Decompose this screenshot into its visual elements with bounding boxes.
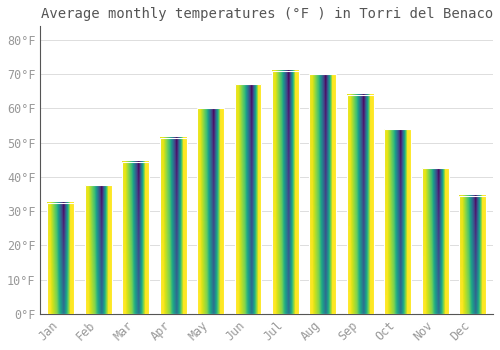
Bar — [422, 168, 448, 314]
Bar — [310, 74, 336, 314]
Bar — [122, 161, 149, 314]
Bar — [347, 95, 374, 314]
Bar — [459, 196, 486, 314]
Bar — [234, 84, 262, 314]
Bar — [384, 129, 411, 314]
Bar — [197, 108, 224, 314]
Bar — [85, 186, 112, 314]
Title: Average monthly temperatures (°F ) in Torri del Benaco: Average monthly temperatures (°F ) in To… — [40, 7, 493, 21]
Bar — [272, 71, 299, 314]
Bar — [48, 203, 74, 314]
Bar — [160, 138, 186, 314]
